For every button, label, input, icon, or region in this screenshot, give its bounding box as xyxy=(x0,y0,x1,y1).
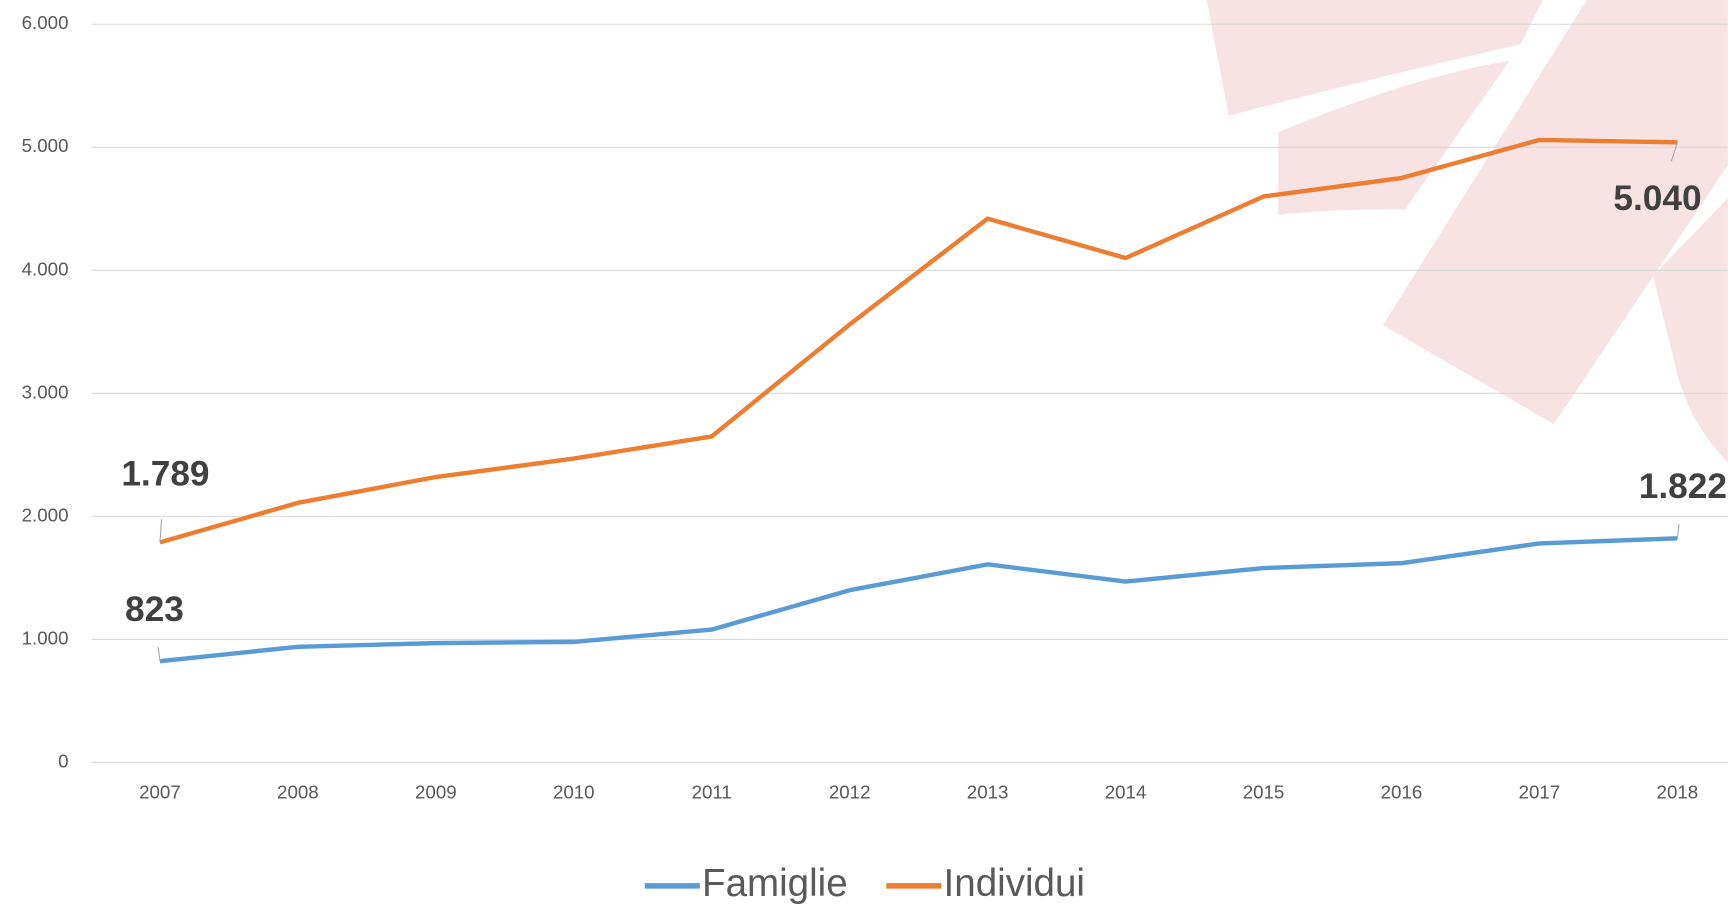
y-tick-label: 6.000 xyxy=(22,12,69,33)
x-tick-label: 2012 xyxy=(829,781,871,802)
data-label: 1.822 xyxy=(1639,467,1727,506)
y-tick-label: 2.000 xyxy=(22,504,69,525)
y-tick-label: 4.000 xyxy=(22,258,69,279)
line-series xyxy=(160,538,1677,661)
x-tick-label: 2007 xyxy=(139,781,181,802)
legend-label: Individui xyxy=(944,862,1085,905)
data-label: 5.040 xyxy=(1613,179,1701,218)
leader-line xyxy=(160,519,162,542)
x-tick-label: 2011 xyxy=(692,781,732,802)
y-tick-label: 3.000 xyxy=(22,381,69,402)
x-tick-label: 2008 xyxy=(277,781,319,802)
data-label: 1.789 xyxy=(121,455,209,494)
x-tick-label: 2013 xyxy=(967,781,1009,802)
x-tick-label: 2010 xyxy=(553,781,595,802)
x-tick-label: 2018 xyxy=(1657,781,1699,802)
legend: Famiglie Individui xyxy=(645,862,1085,905)
legend-label: Famiglie xyxy=(702,862,848,905)
x-tick-label: 2015 xyxy=(1243,781,1285,802)
leader-line xyxy=(1677,524,1679,538)
x-tick-label: 2017 xyxy=(1519,781,1561,802)
chart: 0 1.000 2.000 3.000 4.000 5.000 6.000 2007 2008 2… xyxy=(0,0,1728,909)
y-tick-label: 5.000 xyxy=(22,135,69,156)
y-tick-label: 0 xyxy=(58,750,68,771)
x-tick-label: 2014 xyxy=(1105,781,1147,802)
y-tick-label: 1.000 xyxy=(22,627,69,648)
data-label: 823 xyxy=(125,590,184,629)
x-tick-label: 2016 xyxy=(1381,781,1423,802)
leader-line xyxy=(158,647,160,661)
x-tick-label: 2009 xyxy=(415,781,457,802)
